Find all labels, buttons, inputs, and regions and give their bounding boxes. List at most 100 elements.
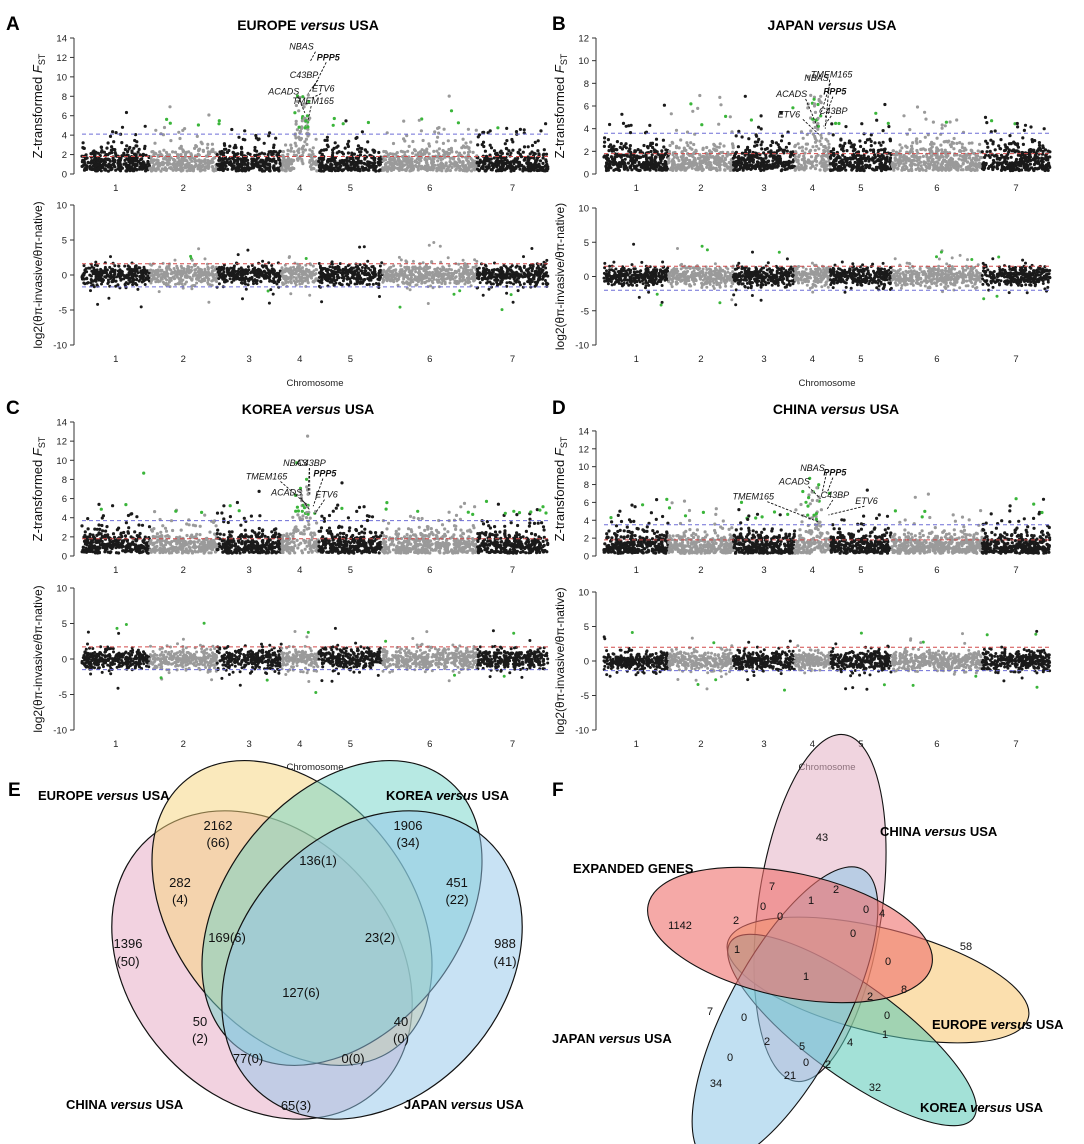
fst-point [670,159,674,163]
fst-point [267,134,271,138]
fst-point [356,159,361,163]
theta-point [458,279,462,283]
theta-point [422,266,426,270]
fst-points [80,93,550,173]
fst-point [612,168,616,172]
fst-point [522,128,526,132]
fst-point [407,144,411,148]
fst-point [700,168,704,173]
x-tick-label: 3 [247,183,252,194]
y-tick-label: -10 [575,341,589,352]
fst-point [251,157,256,161]
fst-point [331,151,335,155]
fst-point [243,162,247,166]
fst-point [136,150,140,154]
fst-point [412,148,417,152]
fst-point [663,152,668,156]
theta-point [121,272,124,276]
fst-point [265,166,269,170]
theta-point [368,273,372,277]
fst-point [423,156,427,160]
fst-point [448,168,452,173]
fst-point [519,155,524,159]
theta-point [432,241,436,244]
theta-point [207,277,211,281]
fst-point [301,162,305,166]
theta-point [160,268,164,272]
theta-point [307,268,311,272]
fst-point [333,141,337,145]
fst-point [260,151,264,155]
theta-point [397,255,401,259]
fst-point [169,139,173,143]
fst-point [719,103,723,107]
theta-point [333,279,337,283]
fst-point [467,146,471,150]
fst-point [92,158,97,162]
x-tick-label: 3 [247,354,252,365]
theta-point [341,275,345,279]
theta-point [101,280,105,284]
fst-point [156,164,160,168]
theta-point [255,273,259,277]
fst-point [478,158,482,162]
theta-point [377,271,381,275]
fst-point [620,112,624,116]
fst-point [705,165,709,169]
theta-point [408,288,412,292]
fst-point [199,140,203,144]
fst-point [676,156,680,160]
fst-point [196,123,200,127]
fst-point [711,166,715,171]
fst-point [284,169,288,173]
fst-point [289,143,293,147]
theta-point [85,277,89,281]
fst-point [619,142,623,146]
theta-point [272,271,276,274]
fst-point [354,136,358,140]
fst-point [123,147,127,152]
theta-point [261,265,265,269]
fst-point [193,146,197,150]
fst-point [377,150,381,155]
fst-point [614,147,618,152]
theta-point [349,269,353,273]
theta-point [186,275,190,279]
fst-point [538,159,543,163]
fst-point [159,162,163,167]
theta-point [476,272,480,276]
theta-point [446,273,450,277]
fst-point [124,110,129,115]
fst-point [173,150,178,154]
fst-point [399,149,403,153]
fst-point [667,149,672,154]
fst-point [159,169,163,173]
theta-point [207,300,211,304]
theta-point [214,279,218,283]
fst-point [425,161,429,165]
theta-point [269,270,273,274]
fst-point [684,167,688,171]
theta-point [414,270,418,274]
fst-point [698,93,702,98]
theta-point [269,288,273,292]
fst-point [406,164,410,169]
fst-point [180,157,184,161]
theta-point [467,274,471,278]
fst-point [120,125,125,129]
fst-point [113,165,117,169]
fst-point [264,158,268,162]
fst-point [294,136,298,140]
fst-point [606,168,611,172]
theta-point [154,270,158,274]
fst-point [338,168,342,172]
fst-point [608,122,612,127]
fst-point [301,144,306,148]
theta-point [321,275,325,279]
theta-point [116,269,120,273]
y-tick-label: 6 [584,102,589,113]
fst-point [624,142,628,146]
fst-point [341,152,345,156]
theta-point [157,273,161,277]
fst-point [232,164,236,168]
